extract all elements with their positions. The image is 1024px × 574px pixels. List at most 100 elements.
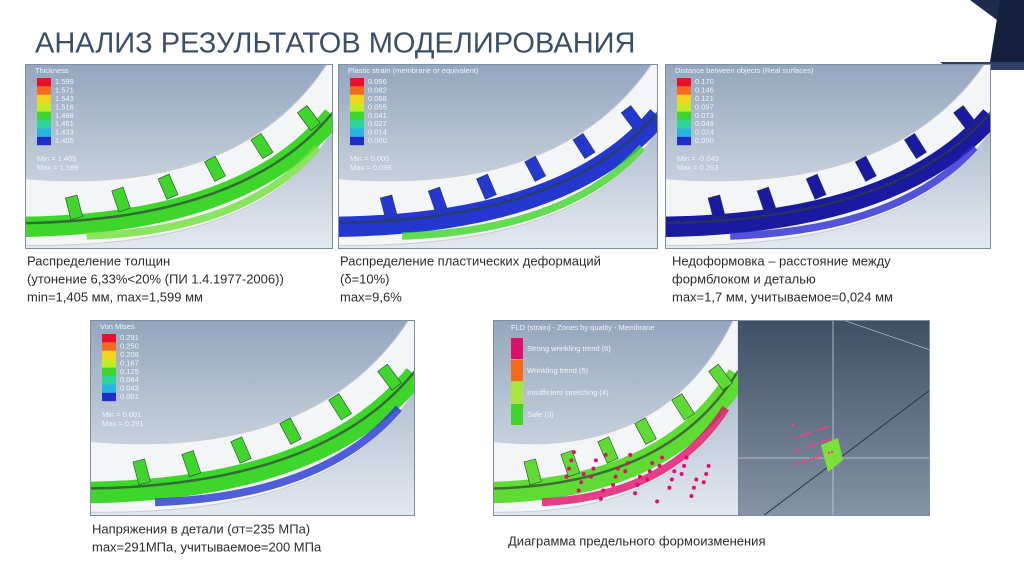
- part-tab: [904, 132, 927, 159]
- defect-dot: [650, 461, 655, 466]
- legend-swatch: [37, 86, 51, 95]
- part-tab: [805, 173, 827, 200]
- part-tab: [854, 155, 877, 182]
- fld-frame: [842, 320, 930, 351]
- defect-dot: [593, 458, 598, 463]
- defect-dot: [669, 477, 674, 482]
- legend-title: Thickness: [35, 66, 69, 75]
- legend-label: 0.055: [368, 102, 387, 111]
- legend-swatch: [350, 86, 364, 95]
- defect-dot: [647, 469, 652, 474]
- legend-swatch: [37, 94, 51, 104]
- part-tab: [377, 363, 402, 391]
- defect-dot: [623, 469, 628, 474]
- caption-line: max=9,6%: [340, 289, 402, 304]
- legend-swatch: [677, 78, 691, 87]
- fld-point: [791, 423, 795, 427]
- result-image: Von Mises0.2910.2500.2080.1670.1250.0840…: [90, 320, 415, 516]
- fld-cloud-safe: [821, 438, 843, 472]
- part-zone: [86, 144, 321, 240]
- fld-point: [793, 449, 797, 453]
- defect-dot: [603, 452, 608, 457]
- part-tab: [708, 363, 733, 391]
- result-image: Distance between objects (Real surfaces)…: [665, 64, 991, 249]
- part-tab: [634, 417, 657, 445]
- legend-title: Plastic strain (membrane or equivalent): [348, 66, 479, 75]
- legend-label: 0.082: [368, 86, 387, 95]
- legend-title: Distance between objects (Real surfaces): [675, 66, 814, 75]
- part-zone: [541, 406, 730, 507]
- fld-point: [827, 451, 831, 455]
- defect-dot: [706, 463, 711, 468]
- part-tab: [523, 458, 542, 486]
- fld-point: [814, 442, 818, 446]
- part-rib: [25, 111, 333, 225]
- result-image: FLD (strain) - Zones by quality - Membra…: [493, 320, 930, 516]
- part-tab: [379, 194, 398, 220]
- caption-line: Напряжения в детали (σт=235 МПа): [92, 521, 310, 536]
- part-tab: [476, 173, 497, 200]
- fld-point: [830, 450, 834, 454]
- legend-label: 0.000: [368, 136, 387, 145]
- part-rib: [493, 370, 740, 490]
- legend-min: Min = 0.001: [102, 410, 141, 419]
- fld-point: [829, 437, 833, 441]
- legend-max: Max = 0.096: [350, 163, 391, 172]
- legend-label: 1.599: [55, 77, 74, 86]
- legend-swatch: [37, 120, 51, 129]
- part-tab: [328, 393, 352, 421]
- part-tab: [65, 194, 83, 220]
- fld-point: [822, 426, 826, 430]
- defect-dot: [657, 463, 662, 468]
- defect-dot: [689, 494, 694, 499]
- defect-dot: [598, 496, 603, 501]
- legend-label: 0.084: [120, 375, 139, 384]
- legend-swatch: [511, 382, 523, 403]
- caption-line: (утонение 6,33%<20% (ПИ 1.4.1977-2006)): [27, 271, 284, 286]
- defect-dot: [566, 466, 571, 471]
- legend-swatch: [37, 111, 51, 120]
- legend-label: 0.167: [120, 358, 139, 367]
- legend-label: 0.014: [368, 128, 387, 137]
- image-border: [493, 320, 930, 516]
- legend-label: Wrinkling trend (5): [527, 366, 589, 375]
- legend-swatch: [102, 376, 116, 385]
- part-zone: [401, 144, 645, 240]
- part-tab: [560, 450, 581, 478]
- fld-point: [792, 436, 796, 440]
- part: [338, 109, 658, 237]
- defect-dot: [576, 488, 581, 493]
- defect-dot: [633, 491, 638, 496]
- defect-dot: [667, 485, 672, 490]
- fld-point: [798, 434, 802, 438]
- legend-swatch: [350, 111, 364, 120]
- image-border: [90, 320, 415, 516]
- defect-dot: [645, 477, 650, 482]
- legend-swatch: [102, 384, 116, 393]
- fld-point: [812, 456, 816, 460]
- part: [665, 109, 991, 237]
- part-tab: [279, 417, 302, 445]
- defect-dot: [701, 480, 706, 485]
- fld-limit: [762, 389, 930, 516]
- legend-min: Min = 0.000: [350, 154, 389, 163]
- legend-label: 0.041: [368, 111, 387, 120]
- legend-swatch: [37, 136, 51, 146]
- legend-swatch: [102, 367, 116, 376]
- legend-label: 1.461: [55, 119, 74, 128]
- legend-swatch: [350, 120, 364, 129]
- legend-swatch: [102, 342, 116, 351]
- fld-point: [826, 438, 830, 442]
- legend-min: Min = 1.405: [37, 154, 76, 163]
- part-tab: [181, 450, 202, 478]
- legend-label: 1.543: [55, 94, 74, 103]
- defect-dot: [581, 472, 586, 477]
- image-border: [25, 64, 333, 249]
- caption-line: max=291МПа, учитываемое=200 МПа: [92, 539, 322, 554]
- part-tab: [296, 105, 321, 131]
- part: [25, 109, 333, 237]
- legend-label: 1.571: [55, 86, 74, 95]
- legend-title: Von Mises: [100, 322, 135, 331]
- legend-swatch: [677, 111, 691, 120]
